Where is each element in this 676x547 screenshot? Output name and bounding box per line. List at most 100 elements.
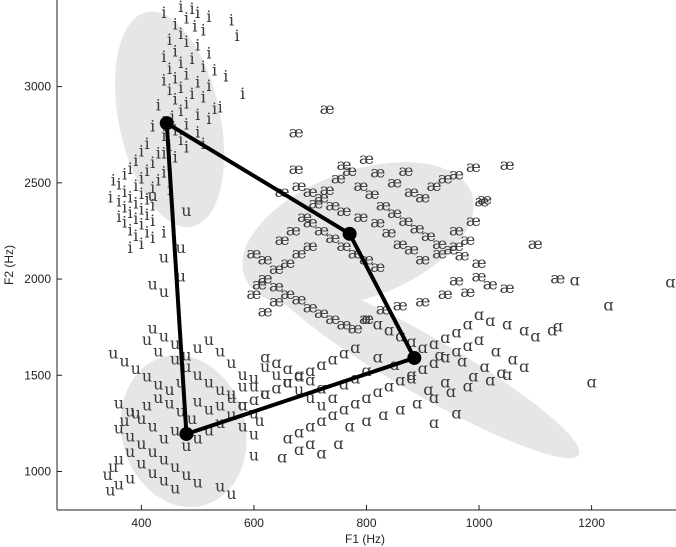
token-i: i <box>139 142 144 161</box>
token-u: u <box>114 449 124 468</box>
token-alpha: ɑ <box>294 367 304 386</box>
token-ae: æ <box>460 282 475 301</box>
token-u: u <box>119 411 129 430</box>
token-u: u <box>114 394 124 413</box>
token-alpha: ɑ <box>316 355 326 374</box>
token-u: u <box>193 473 203 492</box>
token-ae: æ <box>370 257 385 276</box>
token-ae: æ <box>404 240 419 259</box>
token-ae: æ <box>472 253 487 272</box>
token-u: u <box>204 399 214 418</box>
token-i: i <box>133 176 138 195</box>
token-i: i <box>128 203 133 222</box>
token-u: u <box>249 376 259 395</box>
token-ae: æ <box>365 184 380 203</box>
token-alpha: ɑ <box>328 349 338 368</box>
token-ae: æ <box>246 284 261 303</box>
token-i: i <box>128 188 133 207</box>
token-ae: æ <box>449 270 464 289</box>
token-u: u <box>215 396 225 415</box>
token-alpha: ɑ <box>361 309 371 328</box>
token-ae: æ <box>320 180 335 199</box>
token-u: u <box>114 474 124 493</box>
token-ae: æ <box>438 168 453 187</box>
token-ae: æ <box>387 172 402 191</box>
token-i: i <box>178 53 183 72</box>
token-u: u <box>238 365 248 384</box>
token-i: i <box>150 228 155 247</box>
token-u: u <box>181 346 191 365</box>
centroid-ae <box>342 226 357 241</box>
token-alpha: ɑ <box>451 342 461 361</box>
token-alpha: ɑ <box>271 378 281 397</box>
token-alpha: ɑ <box>429 353 439 372</box>
token-alpha: ɑ <box>665 272 675 291</box>
token-alpha: ɑ <box>547 321 557 340</box>
token-i: i <box>128 220 133 239</box>
x-tick-label: 1200 <box>578 516 605 530</box>
token-alpha: ɑ <box>333 434 343 453</box>
token-i: i <box>206 7 211 26</box>
y-tick-label: 3000 <box>24 80 51 94</box>
token-u: u <box>148 274 158 293</box>
token-ae: æ <box>303 182 318 201</box>
token-alpha: ɑ <box>491 342 501 361</box>
token-ae: æ <box>269 276 284 295</box>
token-i: i <box>178 101 183 120</box>
token-i: i <box>195 105 200 124</box>
token-u: u <box>148 417 158 436</box>
token-ae: æ <box>398 211 413 230</box>
token-i: i <box>144 190 149 209</box>
token-i: i <box>189 49 194 68</box>
token-alpha: ɑ <box>350 394 360 413</box>
token-i: i <box>206 76 211 95</box>
token-u: u <box>176 267 186 286</box>
token-ae: æ <box>550 269 565 288</box>
token-alpha: ɑ <box>406 369 416 388</box>
token-u: u <box>136 453 146 472</box>
token-i: i <box>201 57 206 76</box>
token-u: u <box>193 428 203 447</box>
token-ae: æ <box>342 161 357 180</box>
token-ae: æ <box>359 309 374 328</box>
token-u: u <box>153 374 163 393</box>
centroid-alpha <box>407 350 422 365</box>
token-ae: æ <box>381 222 396 241</box>
token-i: i <box>150 195 155 214</box>
token-i: i <box>133 226 138 245</box>
token-alpha: ɑ <box>294 440 304 459</box>
token-i: i <box>122 165 127 184</box>
token-i: i <box>167 30 172 49</box>
token-ae: æ <box>303 297 318 316</box>
token-u: u <box>226 388 236 407</box>
token-u: u <box>153 342 163 361</box>
token-alpha: ɑ <box>344 417 354 436</box>
token-alpha: ɑ <box>429 334 439 353</box>
token-i: i <box>133 209 138 228</box>
token-i: i <box>201 20 206 39</box>
token-u: u <box>271 365 281 384</box>
token-alpha: ɑ <box>316 444 326 463</box>
token-ae: æ <box>370 213 385 232</box>
token-i: i <box>184 93 189 112</box>
token-ae: æ <box>404 182 419 201</box>
token-ae: æ <box>472 267 487 286</box>
token-u: u <box>125 469 135 488</box>
token-u: u <box>108 344 118 363</box>
token-ae: æ <box>500 278 515 297</box>
token-ae: æ <box>359 149 374 168</box>
token-i: i <box>206 43 211 62</box>
token-ae: æ <box>258 301 273 320</box>
token-alpha: ɑ <box>328 405 338 424</box>
token-i: i <box>161 126 166 145</box>
token-ae: æ <box>289 159 304 178</box>
token-alpha: ɑ <box>328 388 338 407</box>
x-axis-label: F1 (Hz) <box>345 532 385 546</box>
token-alpha: ɑ <box>260 347 270 366</box>
token-u: u <box>249 369 259 388</box>
token-alpha: ɑ <box>446 382 456 401</box>
token-ae: æ <box>297 207 312 226</box>
token-u: u <box>136 409 146 428</box>
token-u: u <box>125 442 135 461</box>
